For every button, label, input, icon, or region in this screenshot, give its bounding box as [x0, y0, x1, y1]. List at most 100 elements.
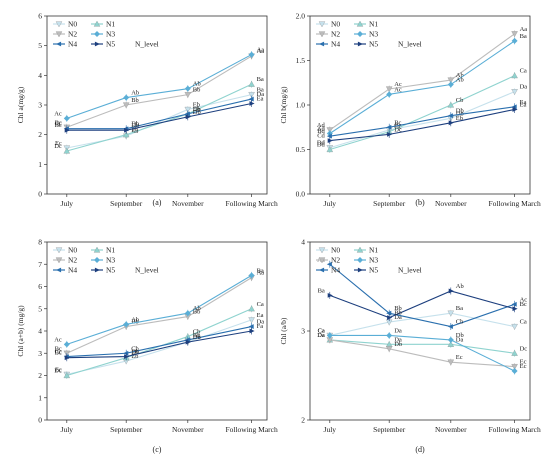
y-tick-label: 2: [38, 371, 42, 380]
legend-marker: [55, 31, 63, 38]
data-label: Da: [456, 336, 464, 343]
x-tick-label: November: [435, 199, 467, 208]
y-tick-label: 6: [38, 282, 42, 291]
data-point: [184, 111, 190, 117]
data-label: Ab: [456, 283, 464, 290]
data-label: Ca: [520, 68, 527, 75]
legend-marker: [318, 257, 326, 264]
data-point: [326, 133, 332, 139]
data-label: Db: [193, 334, 201, 341]
data-point: [447, 341, 455, 347]
legend-entry: N4: [68, 266, 77, 275]
data-point: [447, 359, 455, 366]
data-point: [63, 372, 71, 379]
legend-marker: [93, 246, 101, 253]
data-point: [386, 91, 393, 98]
data-label: Ba: [257, 87, 264, 94]
legend-entry: N5: [106, 40, 115, 49]
data-label: Da: [317, 332, 325, 339]
y-tick-label: 0: [38, 190, 42, 199]
series-n4: Bd Bc Db Ea: [317, 99, 527, 140]
legend-marker: [94, 257, 100, 263]
series-line: [329, 334, 515, 372]
x-tick-label: July: [324, 199, 337, 208]
x-tick-label: July: [61, 425, 74, 434]
series-n1: Da Da Da Dc: [317, 332, 527, 357]
data-label: Db: [456, 108, 464, 115]
y-tick-label: 3: [301, 327, 305, 336]
data-point: [326, 261, 332, 267]
y-tick-label: 1: [38, 393, 42, 402]
data-label: Aa: [257, 47, 265, 54]
legend-marker: [94, 31, 100, 37]
data-point: [249, 328, 255, 334]
legend-marker: [56, 41, 62, 47]
data-label: Dd: [317, 142, 326, 149]
data-label: Ab: [193, 305, 201, 312]
data-label: Ac: [520, 296, 528, 303]
data-label: Eb: [193, 106, 200, 113]
data-label: Db: [131, 349, 139, 356]
chart-panel-c: 0 1 2 3 4 5 6 7 8 July September November Following …: [16, 238, 278, 455]
legend-marker: [357, 267, 363, 273]
y-tick-label: 1.5: [296, 56, 306, 65]
data-point: [122, 131, 130, 138]
data-point: [511, 89, 518, 95]
data-label: Da: [394, 336, 402, 343]
legend-entry: N1: [106, 20, 115, 29]
x-tick-label: November: [172, 425, 204, 434]
legend-marker: [56, 267, 62, 273]
data-point: [124, 354, 130, 359]
data-label: Ca: [318, 327, 325, 334]
series-line: [66, 98, 252, 130]
panel-label: (a): [153, 198, 162, 207]
data-point: [184, 310, 191, 317]
data-label: Ca: [318, 327, 325, 334]
series-line: [329, 33, 515, 131]
legend-entry: N4: [331, 266, 340, 275]
series-line: [329, 91, 515, 149]
data-label: Bd: [317, 128, 325, 135]
legend-marker: [357, 257, 363, 263]
data-point: [511, 72, 518, 79]
data-label: Ba: [520, 33, 527, 40]
legend-entry: N0: [68, 20, 77, 29]
data-label: Db: [456, 332, 464, 339]
series-line: [329, 106, 515, 137]
data-label: Ac: [54, 110, 62, 117]
data-label: Ad: [317, 122, 326, 129]
data-label: Bc: [55, 122, 62, 129]
legend-entry: N3: [369, 256, 378, 265]
data-point: [327, 138, 333, 143]
data-point: [184, 92, 192, 98]
data-label: Bb: [394, 310, 402, 317]
data-label: Ea: [520, 99, 527, 106]
data-label: Bc: [520, 301, 527, 308]
y-tick-label: 0.5: [296, 145, 306, 154]
y-tick-label: 5: [38, 41, 42, 50]
panel-label: (c): [153, 445, 162, 454]
series-n1: Dd Cc Cb Ca: [317, 68, 527, 153]
x-tick-label: July: [324, 425, 337, 434]
series-n5: Ba Bb Ab Bc: [318, 283, 527, 322]
legend: N0 N1 N2 N3 N4 N5 N_level: [316, 246, 422, 275]
y-tick-label: 0: [38, 416, 42, 425]
data-label: Eb: [131, 127, 138, 134]
data-point: [248, 324, 254, 329]
legend-marker: [357, 41, 363, 47]
x-tick-label: July: [61, 199, 74, 208]
legend-marker: [356, 20, 364, 27]
data-label: Ea: [257, 96, 264, 103]
x-tick-label: Following March: [225, 199, 278, 208]
x-tick-label: November: [172, 199, 204, 208]
data-point: [386, 332, 393, 339]
data-label: Bc: [55, 119, 62, 126]
y-tick-label: 5: [38, 304, 42, 313]
data-label: Eb: [131, 353, 138, 360]
data-label: Db: [456, 110, 464, 117]
data-label: Dd: [317, 140, 326, 147]
data-label: Ca: [520, 319, 527, 326]
